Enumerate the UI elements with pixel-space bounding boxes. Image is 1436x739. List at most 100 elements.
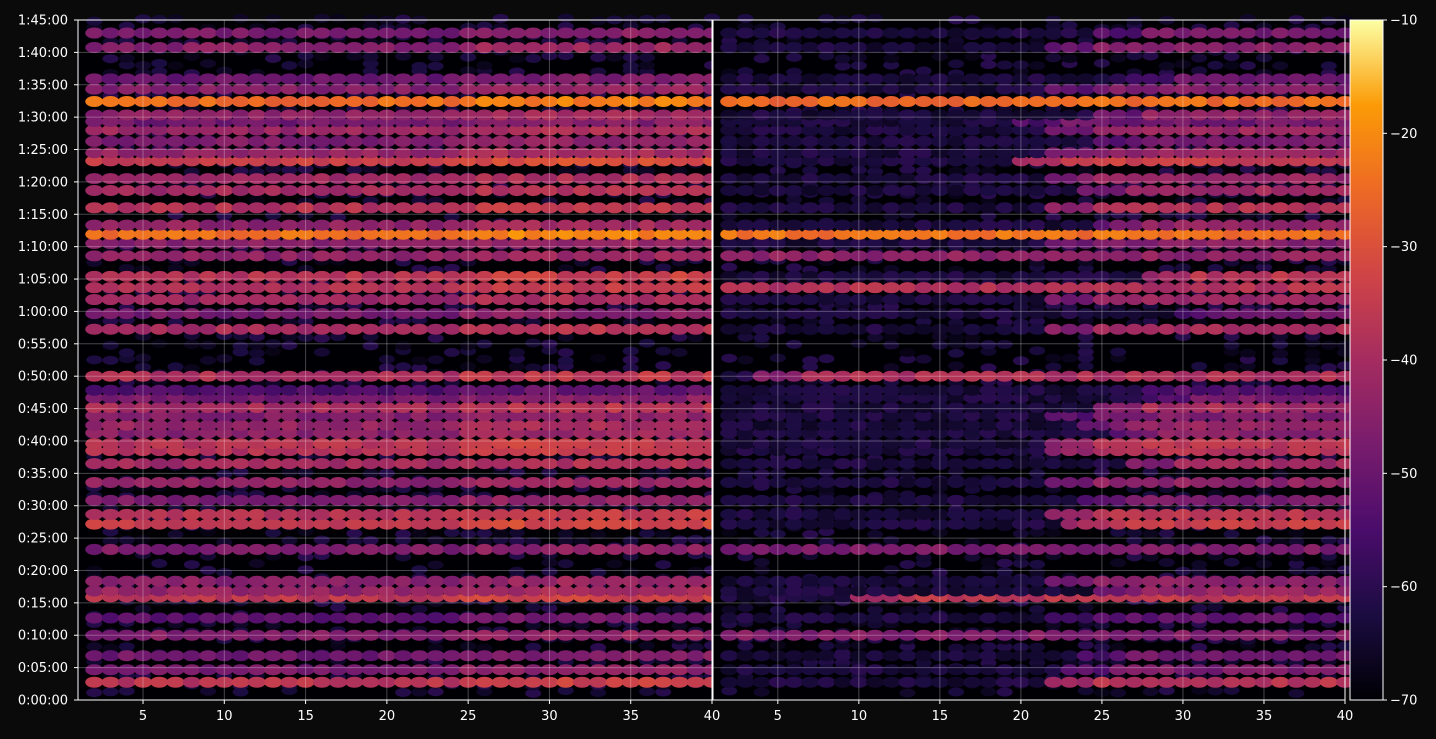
heatmap-cell — [1174, 263, 1191, 273]
heatmap-cell — [135, 353, 152, 363]
heatmap-cell — [232, 13, 249, 23]
heatmap-cell — [329, 676, 348, 688]
heatmap-cell — [459, 401, 478, 413]
heatmap-cell — [1254, 518, 1273, 530]
heatmap-cell — [361, 458, 380, 470]
heatmap-cell — [182, 250, 201, 262]
heatmap-cell — [85, 518, 104, 530]
heatmap-cell — [426, 427, 445, 439]
heatmap-cell — [1287, 518, 1306, 530]
heatmap-cell — [491, 270, 510, 282]
heatmap-cell — [231, 458, 250, 470]
heatmap-cell — [507, 73, 526, 85]
heatmap-cell — [135, 604, 152, 614]
heatmap-cell — [312, 477, 331, 489]
heatmap-cell — [329, 664, 348, 676]
heatmap-cell — [394, 228, 413, 240]
heatmap-cell — [475, 477, 494, 489]
heatmap-cell — [231, 477, 250, 489]
heatmap-cell — [296, 575, 315, 587]
heatmap-cell — [556, 650, 575, 662]
heatmap-cell — [247, 543, 266, 555]
heatmap-cell — [524, 270, 543, 282]
heatmap-cell — [1157, 458, 1176, 470]
heatmap-cell — [834, 641, 851, 651]
heatmap-cell — [410, 95, 429, 107]
heatmap-cell — [101, 664, 120, 676]
heatmap-cell — [1157, 518, 1176, 530]
heatmap-cell — [720, 458, 739, 470]
heatmap-cell — [475, 438, 494, 450]
heatmap-cell — [995, 543, 1014, 555]
heatmap-cell — [507, 410, 526, 422]
heatmap-cell — [117, 73, 136, 85]
heatmap-cell — [752, 664, 771, 676]
heatmap-cell — [622, 363, 639, 373]
heatmap-cell — [1173, 575, 1192, 587]
heatmap-cell — [296, 294, 315, 306]
heatmap-cell — [118, 348, 135, 358]
heatmap-cell — [459, 477, 478, 489]
heatmap-cell — [377, 438, 396, 450]
heatmap-cell — [117, 629, 136, 641]
heatmap-cell — [670, 419, 689, 431]
heatmap-cell — [1287, 419, 1306, 431]
heatmap-cell — [1092, 612, 1111, 624]
heatmap-cell — [995, 676, 1014, 688]
heatmap-cell — [442, 458, 461, 470]
heatmap-cell — [491, 401, 510, 413]
heatmap-cell — [1109, 518, 1128, 530]
heatmap-cell — [883, 469, 900, 479]
heatmap-cell — [426, 27, 445, 39]
heatmap-cell — [1255, 53, 1272, 63]
heatmap-cell — [312, 384, 331, 396]
heatmap-cell — [507, 323, 526, 335]
heatmap-cell — [818, 354, 835, 364]
heatmap-cell — [377, 676, 396, 688]
heatmap-cell — [442, 410, 461, 422]
heatmap-cell — [85, 575, 104, 587]
heatmap-cell — [85, 664, 104, 676]
heatmap-cell — [345, 664, 364, 676]
heatmap-cell — [134, 384, 153, 396]
heatmap-cell — [898, 650, 917, 662]
heatmap-cell — [834, 61, 851, 71]
heatmap-cell — [1077, 263, 1094, 273]
heatmap-cell — [459, 494, 478, 506]
heatmap-cell — [883, 340, 900, 350]
heatmap-cell — [361, 27, 380, 39]
heatmap-cell — [637, 323, 656, 335]
heatmap-cell — [166, 237, 185, 249]
heatmap-cell — [264, 147, 283, 159]
heatmap-cell — [1125, 508, 1144, 520]
heatmap-cell — [345, 237, 364, 249]
heatmap-cell — [1238, 494, 1257, 506]
heatmap-cell — [312, 237, 331, 249]
heatmap-cell — [621, 494, 640, 506]
heatmap-cell — [395, 552, 412, 562]
heatmap-cell — [167, 14, 184, 24]
heatmap-cell — [394, 664, 413, 676]
heatmap-cell — [264, 109, 283, 121]
heatmap-cell — [166, 629, 185, 641]
heatmap-cell — [362, 14, 379, 24]
heatmap-cell — [556, 73, 575, 85]
heatmap-cell — [801, 458, 820, 470]
heatmap-cell — [231, 270, 250, 282]
heatmap-cell — [1222, 676, 1241, 688]
heatmap-cell — [866, 494, 885, 506]
heatmap-cell — [117, 237, 136, 249]
heatmap-cell — [817, 575, 836, 587]
heatmap-cell — [345, 308, 364, 320]
heatmap-cell — [557, 332, 574, 342]
heatmap-cell — [377, 323, 396, 335]
heatmap-cell — [686, 384, 705, 396]
heatmap-cell — [361, 42, 380, 54]
heatmap-cell — [491, 155, 510, 167]
heatmap-cell — [427, 687, 444, 697]
heatmap-cell — [849, 543, 868, 555]
heatmap-cell — [475, 42, 494, 54]
heatmap-cell — [1029, 567, 1046, 577]
heatmap-cell — [134, 629, 153, 641]
heatmap-cell — [605, 42, 624, 54]
